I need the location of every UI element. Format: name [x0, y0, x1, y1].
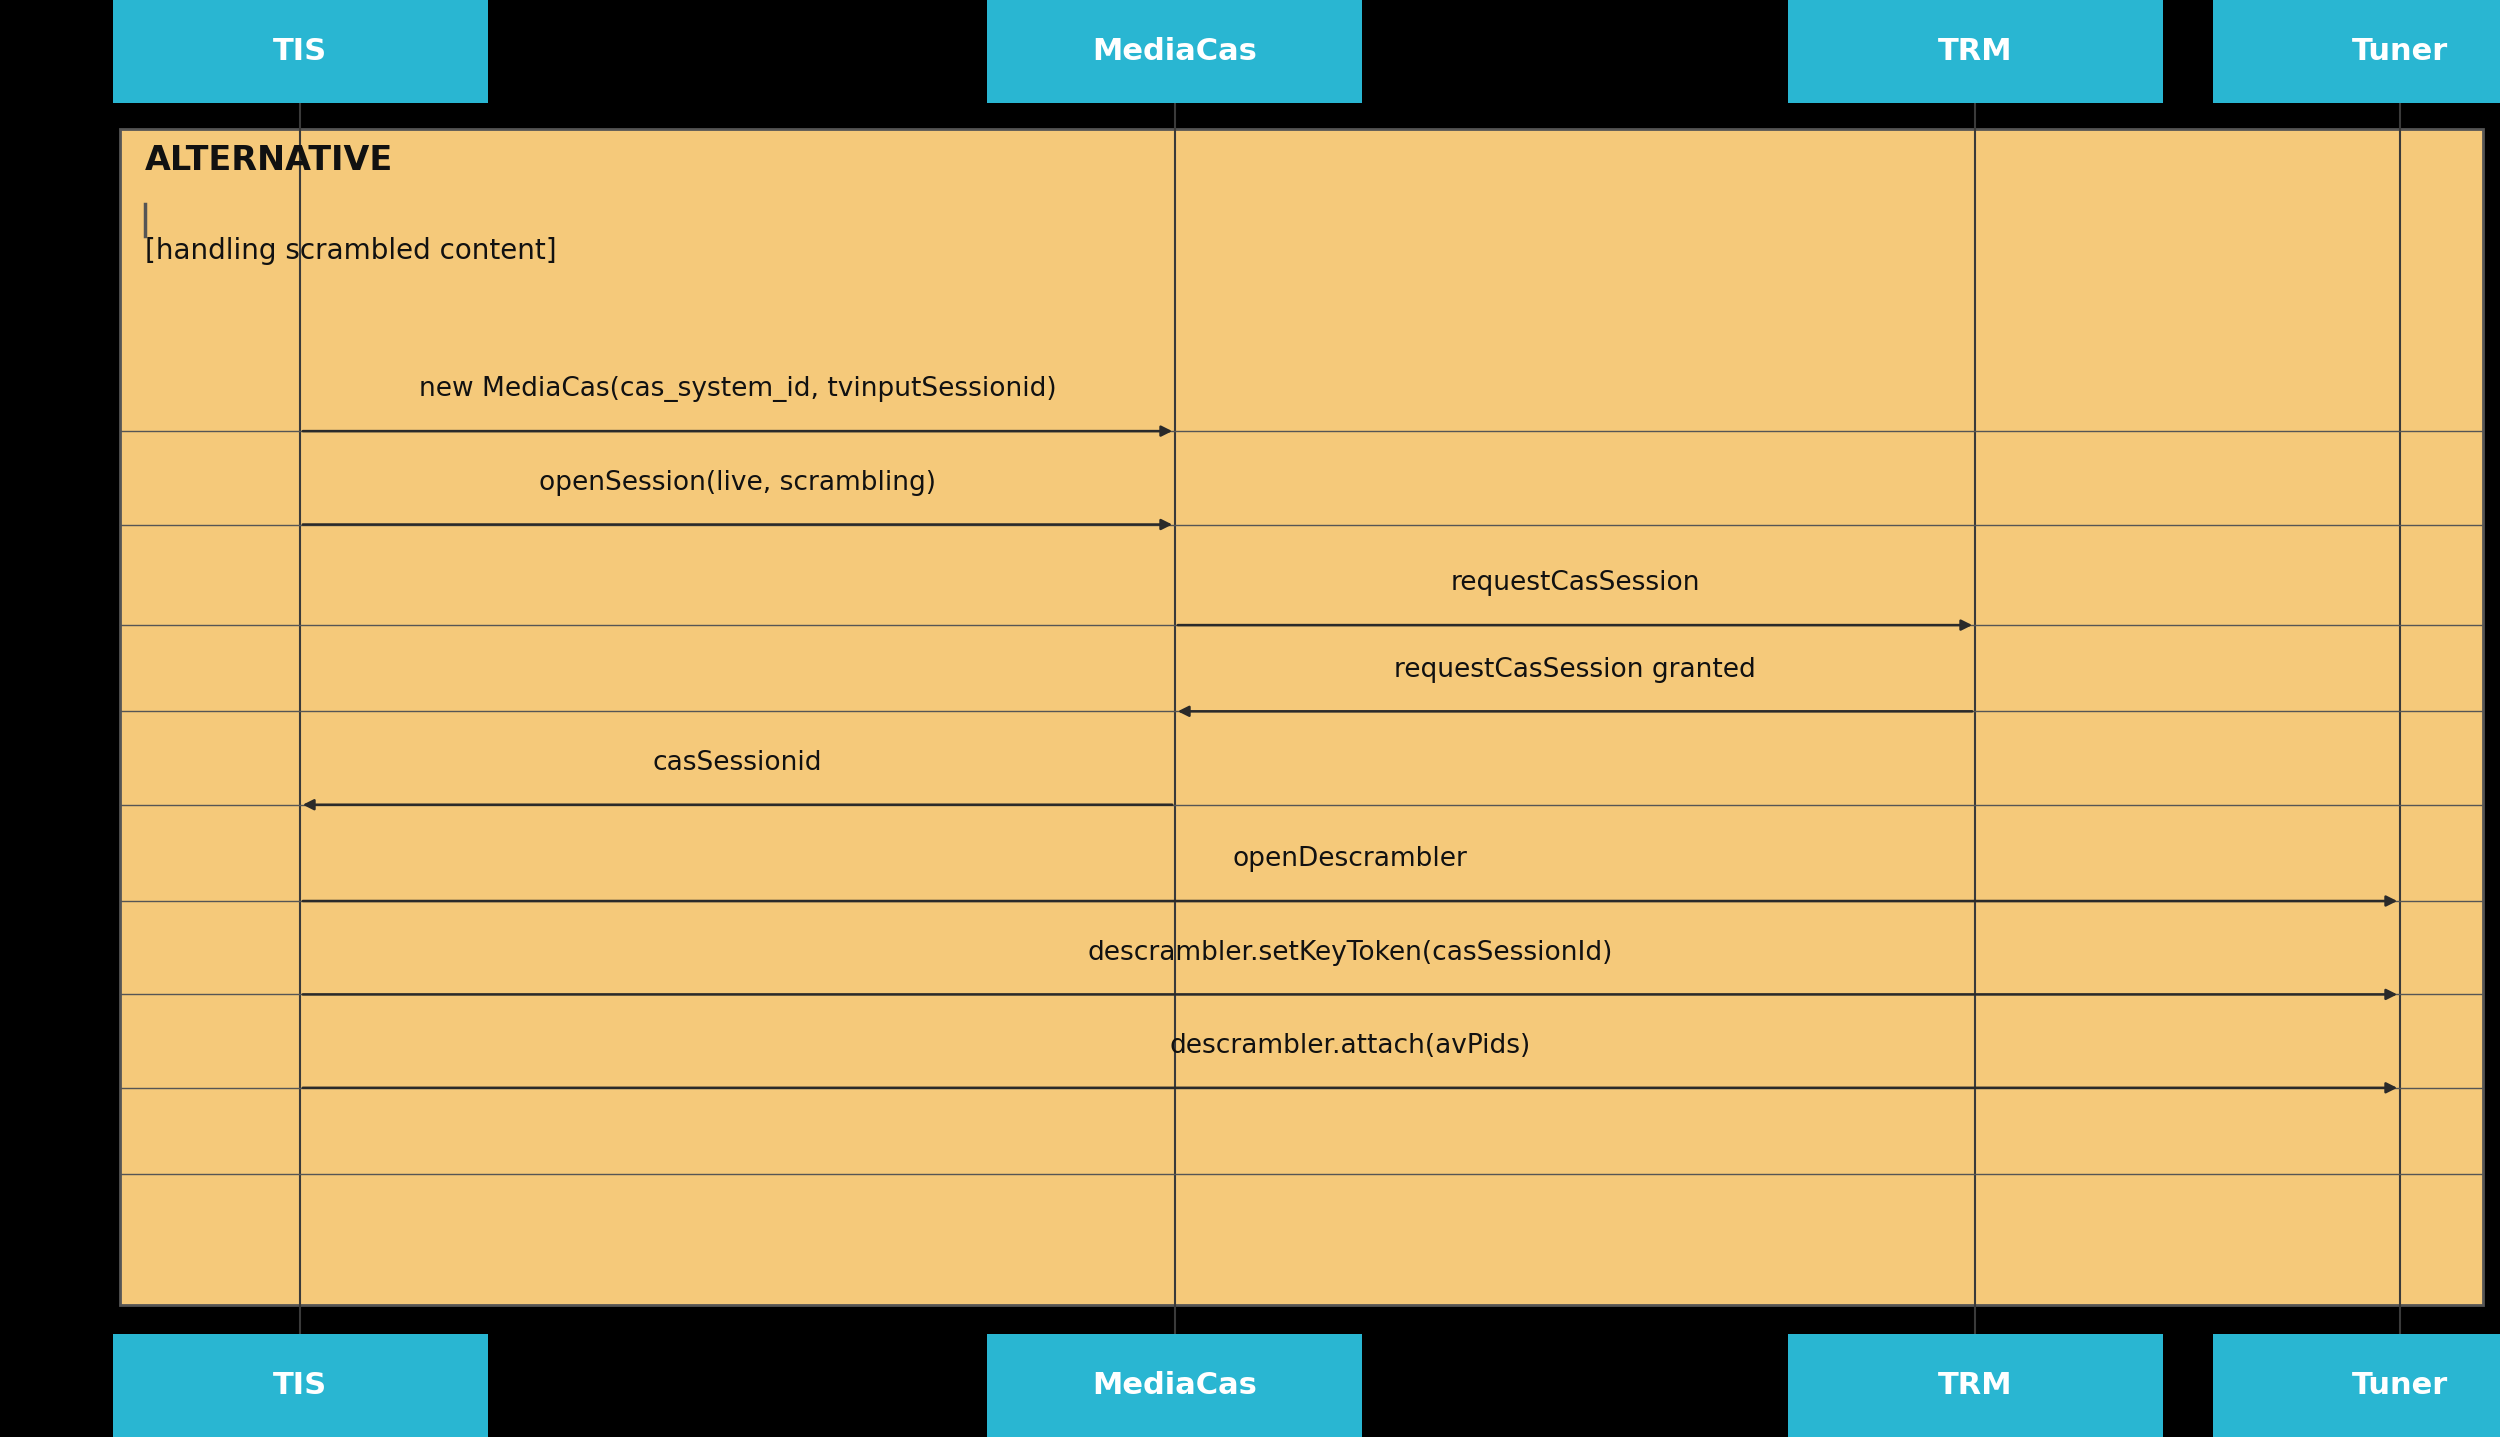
Text: [handling scrambled content]: [handling scrambled content] — [145, 237, 558, 264]
Text: TRM: TRM — [1938, 37, 2012, 66]
Text: Tuner: Tuner — [2352, 37, 2448, 66]
Text: casSessionid: casSessionid — [652, 750, 822, 776]
Text: new MediaCas(cas_system_id, tvinputSessionid): new MediaCas(cas_system_id, tvinputSessi… — [418, 376, 1058, 402]
Text: requestCasSession granted: requestCasSession granted — [1395, 657, 1755, 683]
Bar — [1788, 0, 2162, 103]
Bar — [988, 0, 1362, 103]
Text: requestCasSession: requestCasSession — [1450, 570, 1700, 596]
Bar — [2212, 0, 2500, 103]
Bar — [112, 1334, 488, 1437]
Text: descrambler.attach(avPids): descrambler.attach(avPids) — [1170, 1033, 1530, 1059]
Text: TIS: TIS — [272, 1371, 328, 1400]
Text: TRM: TRM — [1938, 1371, 2012, 1400]
Bar — [2212, 1334, 2500, 1437]
Bar — [112, 0, 488, 103]
Text: ALTERNATIVE: ALTERNATIVE — [145, 144, 392, 177]
Text: descrambler.setKeyToken(casSessionId): descrambler.setKeyToken(casSessionId) — [1088, 940, 1612, 966]
Text: MediaCas: MediaCas — [1092, 1371, 1258, 1400]
Text: openDescrambler: openDescrambler — [1232, 846, 1468, 872]
Bar — [1788, 1334, 2162, 1437]
Text: openSession(live, scrambling): openSession(live, scrambling) — [540, 470, 935, 496]
Text: TIS: TIS — [272, 37, 328, 66]
Text: MediaCas: MediaCas — [1092, 37, 1258, 66]
Bar — [120, 129, 2482, 1305]
Text: Tuner: Tuner — [2352, 1371, 2448, 1400]
Bar — [988, 1334, 1362, 1437]
